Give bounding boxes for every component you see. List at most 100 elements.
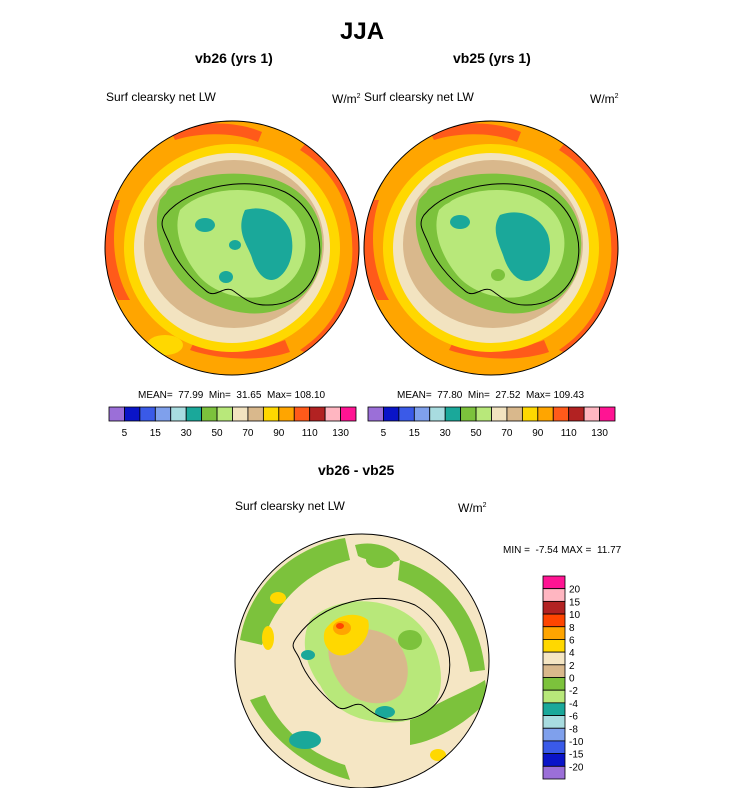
colorbar-tick-label: -20 xyxy=(569,762,584,773)
colorbar-tick-label: 90 xyxy=(273,428,285,439)
colorbar-swatch xyxy=(537,406,554,422)
panel-2-units: W/m2 xyxy=(590,92,619,106)
panel-1-colorbar: 5 15 30 50 70 90 110 130 xyxy=(108,406,357,439)
colorbar-swatch xyxy=(124,406,141,422)
colorbar-swatch xyxy=(491,406,508,422)
colorbar-swatch xyxy=(201,406,218,422)
colorbar-swatch xyxy=(583,406,600,422)
colorbar-swatch xyxy=(309,406,326,422)
colorbar-swatch xyxy=(413,406,431,422)
colorbar-tick-label: 8 xyxy=(569,623,575,634)
colorbar-swatch xyxy=(367,406,384,422)
colorbar-tick-label: 130 xyxy=(332,428,349,439)
colorbar-swatch xyxy=(185,406,203,422)
colorbar-tick-label: 30 xyxy=(181,428,193,439)
colorbar-tick-label: 110 xyxy=(302,428,318,439)
colorbar-swatch xyxy=(542,613,566,628)
colorbar-tick-label: 50 xyxy=(212,428,224,439)
panel-3-stats: MIN = -7.54 MAX = 11.77 xyxy=(503,545,622,556)
colorbar-swatch xyxy=(293,406,311,422)
colorbar-tick-label: 90 xyxy=(532,428,544,439)
colorbar-swatch xyxy=(568,406,585,422)
colorbar-swatch xyxy=(154,406,172,422)
colorbar-swatch xyxy=(542,575,566,590)
colorbar-swatch xyxy=(542,765,566,780)
colorbar-swatch xyxy=(139,406,156,422)
colorbar-swatch xyxy=(599,406,616,422)
panel-2-stats: MEAN= 77.80 Min= 27.52 Max= 109.43 xyxy=(397,390,585,401)
colorbar-swatch xyxy=(475,406,492,422)
colorbar-tick-label: -10 xyxy=(569,737,584,748)
colorbar-swatch xyxy=(542,677,566,691)
colorbar-swatch xyxy=(108,406,125,422)
panel-2-border xyxy=(363,120,619,376)
colorbar-tick-label: 5 xyxy=(381,428,387,439)
colorbar-tick-label: 2 xyxy=(569,661,575,672)
panel-1-map xyxy=(105,121,359,375)
panel-2-map xyxy=(364,121,618,375)
colorbar-swatch xyxy=(521,406,539,422)
panel-1-stats: MEAN= 77.99 Min= 31.65 Max= 108.10 xyxy=(138,390,326,401)
panel-3-map xyxy=(235,534,489,788)
colorbar-tick-label: 5 xyxy=(122,428,128,439)
colorbar-swatch xyxy=(262,406,280,422)
colorbar-tick-label: 30 xyxy=(440,428,452,439)
panel-3-variable-label: Surf clearsky net LW xyxy=(235,499,345,513)
colorbar-swatch xyxy=(232,406,249,422)
colorbar-swatch xyxy=(542,689,566,704)
colorbar-swatch xyxy=(542,715,566,729)
panel-3-title: vb26 - vb25 xyxy=(318,462,395,478)
panel-2-title: vb25 (yrs 1) xyxy=(453,50,531,66)
colorbar-swatch xyxy=(216,406,233,422)
colorbar-tick-label: -15 xyxy=(569,750,584,761)
colorbar-swatch xyxy=(324,406,341,422)
colorbar-tick-label: 6 xyxy=(569,635,575,646)
colorbar-swatch xyxy=(429,406,446,422)
panel-2-variable-label: Surf clearsky net LW xyxy=(364,90,474,104)
colorbar-tick-label: 15 xyxy=(409,428,421,439)
colorbar-swatch xyxy=(383,406,400,422)
colorbar-swatch xyxy=(542,740,566,755)
colorbar-swatch xyxy=(542,664,566,678)
panel-1-border xyxy=(104,120,360,376)
panel-3-border xyxy=(234,533,490,788)
colorbar-swatch xyxy=(542,702,566,716)
colorbar-tick-label: 0 xyxy=(569,674,575,685)
panel-3-units: W/m2 xyxy=(458,501,487,515)
colorbar-tick-label: 15 xyxy=(569,597,581,608)
colorbar-swatch xyxy=(170,406,187,422)
colorbar-swatch xyxy=(542,727,566,742)
colorbar-tick-label: 70 xyxy=(242,428,254,439)
colorbar-swatch xyxy=(542,753,566,767)
colorbar-tick-label: 15 xyxy=(150,428,162,439)
colorbar-swatch xyxy=(542,600,566,615)
colorbar-swatch xyxy=(398,406,415,422)
colorbar-swatch xyxy=(506,406,523,422)
colorbar-tick-label: -8 xyxy=(569,724,578,735)
colorbar-swatch xyxy=(552,406,570,422)
colorbar-tick-label: -4 xyxy=(569,699,578,710)
colorbar-tick-label: 4 xyxy=(569,648,575,659)
colorbar-swatch xyxy=(444,406,462,422)
colorbar-tick-label: 130 xyxy=(591,428,608,439)
colorbar-swatch xyxy=(542,639,566,653)
colorbar-tick-label: -2 xyxy=(569,686,578,697)
colorbar-tick-label: 110 xyxy=(561,428,577,439)
colorbar-swatch xyxy=(542,651,566,666)
colorbar-swatch xyxy=(542,588,566,602)
panel-2-colorbar: 5 15 30 50 70 90 110 130 xyxy=(367,406,616,439)
panel-1-units: W/m2 xyxy=(332,92,361,106)
colorbar-swatch xyxy=(278,406,295,422)
colorbar-swatch xyxy=(340,406,357,422)
colorbar-tick-label: 50 xyxy=(471,428,483,439)
colorbar-swatch xyxy=(460,406,477,422)
panel-1-variable-label: Surf clearsky net LW xyxy=(106,90,216,104)
colorbar-swatch xyxy=(247,406,264,422)
page-title: JJA xyxy=(340,18,385,45)
colorbar-tick-label: 10 xyxy=(569,610,581,621)
colorbar-tick-label: 20 xyxy=(569,585,581,596)
colorbar-swatch xyxy=(542,626,566,640)
panel-1-title: vb26 (yrs 1) xyxy=(195,50,273,66)
